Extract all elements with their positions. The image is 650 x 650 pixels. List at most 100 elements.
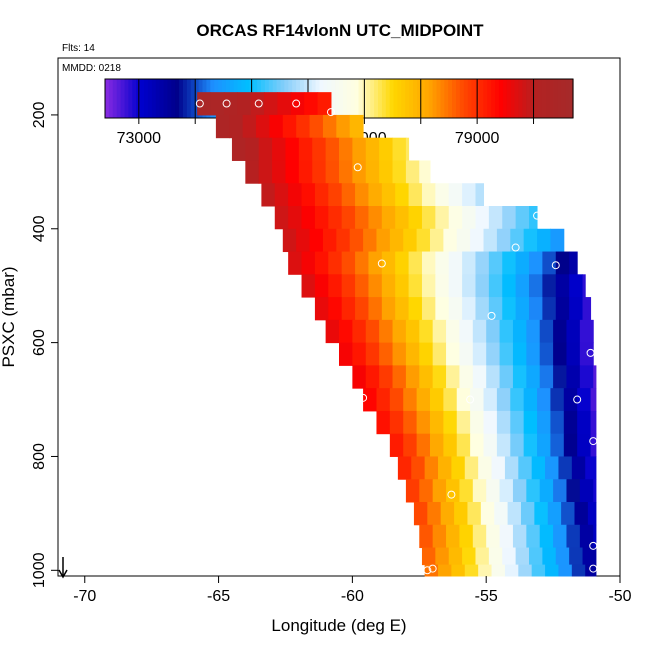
colorbar-swatch xyxy=(409,79,414,118)
heatmap-cell xyxy=(582,297,592,321)
heatmap-cell xyxy=(459,524,474,549)
heatmap-cell xyxy=(483,410,498,435)
colorbar-swatch xyxy=(487,79,492,118)
heatmap-cell xyxy=(563,410,578,435)
heatmap-cell xyxy=(459,365,474,389)
colorbar-swatch xyxy=(397,79,402,118)
colorbar-swatch xyxy=(463,79,469,118)
heatmap-cell xyxy=(475,547,490,566)
heatmap-cell xyxy=(368,206,383,230)
heatmap-cell xyxy=(419,319,434,344)
heatmap-cell xyxy=(408,206,423,230)
heatmap-cell xyxy=(475,206,490,230)
heatmap-cell xyxy=(368,274,383,298)
heatmap-cell xyxy=(264,92,278,116)
data-point xyxy=(589,541,598,550)
colorbar-swatch xyxy=(155,79,161,118)
heatmap-cell xyxy=(550,410,565,435)
colorbar-swatch xyxy=(358,79,363,118)
heatmap-cell xyxy=(312,137,327,161)
heatmap-cell xyxy=(459,319,474,344)
heatmap-cell xyxy=(421,297,436,321)
heatmap-cell xyxy=(341,251,356,275)
heatmap-cell xyxy=(529,206,538,230)
heatmap-cell xyxy=(486,342,501,366)
heatmap-cell xyxy=(483,388,498,412)
heatmap-cell xyxy=(392,319,407,344)
heatmap-cell xyxy=(290,92,305,116)
heatmap-cell xyxy=(389,410,404,435)
heatmap-cell xyxy=(553,319,567,344)
heatmap-cell xyxy=(341,297,356,321)
heatmap-cell xyxy=(427,502,442,526)
heatmap-cell xyxy=(432,479,447,503)
heatmap-cell xyxy=(419,479,434,503)
heatmap-cell xyxy=(355,251,369,275)
heatmap-cell xyxy=(446,342,460,366)
heatmap-cell xyxy=(571,564,586,577)
heatmap-cell xyxy=(408,297,423,321)
data-point xyxy=(423,566,432,575)
heatmap-cell xyxy=(555,274,570,298)
heatmap-cell xyxy=(472,319,487,344)
heatmap-cell xyxy=(547,502,562,526)
heatmap-cell xyxy=(515,206,530,230)
heatmap-cell xyxy=(456,228,471,253)
heatmap-cell xyxy=(429,228,444,253)
heatmap-cell xyxy=(448,251,463,275)
heatmap-cell xyxy=(486,319,501,344)
colorbar-swatch xyxy=(510,79,516,118)
heatmap-cell xyxy=(550,388,565,412)
heatmap-cell xyxy=(405,319,420,344)
colorbar-swatch xyxy=(393,79,399,118)
heatmap-cell xyxy=(537,410,551,435)
colorbar-swatch xyxy=(401,79,406,118)
data-point xyxy=(195,99,204,108)
heatmap-cell xyxy=(381,251,396,275)
heatmap-cell xyxy=(352,160,367,184)
heatmap-cell xyxy=(274,183,289,207)
data-point xyxy=(466,395,475,404)
heatmap-cell xyxy=(424,564,439,577)
heatmap-cell xyxy=(470,410,485,435)
heatmap-cell xyxy=(558,456,573,480)
heatmap-cell xyxy=(510,410,525,435)
x-axis-label: Longitude (deg E) xyxy=(271,616,406,635)
heatmap-cell xyxy=(531,564,546,577)
heatmap-cell xyxy=(499,319,514,344)
heatmap-cell xyxy=(352,319,367,344)
heatmap-cell xyxy=(579,342,594,366)
colorbar-swatch xyxy=(417,79,422,118)
plot-frame xyxy=(57,57,621,577)
data-point xyxy=(222,99,231,108)
heatmap-cell xyxy=(341,206,356,230)
heatmap-cell xyxy=(296,114,311,139)
heatmap-cell xyxy=(512,524,527,549)
flights-note: Flts: 14 xyxy=(62,43,95,54)
heatmap-cell xyxy=(301,251,316,275)
heatmap-cell xyxy=(301,183,316,207)
data-point xyxy=(533,211,542,220)
x-tick-label: -70 xyxy=(73,588,96,605)
heatmap-cell xyxy=(443,228,458,253)
heatmap-cell xyxy=(309,228,324,253)
heatmap-cell xyxy=(590,433,597,457)
heatmap-cell xyxy=(475,297,490,321)
heatmap-cell xyxy=(368,297,383,321)
heatmap-cell xyxy=(550,433,565,457)
heatmap-cell xyxy=(448,206,463,230)
heatmap-cell xyxy=(288,183,303,207)
heatmap-cell xyxy=(571,456,586,480)
data-point xyxy=(254,99,263,108)
heatmap-cell xyxy=(526,365,541,389)
heatmap-cell xyxy=(365,160,380,184)
heatmap-cell xyxy=(542,297,557,321)
colorbar-swatch xyxy=(557,79,562,118)
heatmap-cell xyxy=(328,183,343,207)
heatmap-cell xyxy=(515,274,530,298)
heatmap-cell xyxy=(566,524,581,549)
heatmap-cell xyxy=(258,137,273,161)
heatmap-cell xyxy=(197,92,212,116)
heatmap-cell xyxy=(502,274,517,298)
colorbar-swatch xyxy=(553,79,558,118)
